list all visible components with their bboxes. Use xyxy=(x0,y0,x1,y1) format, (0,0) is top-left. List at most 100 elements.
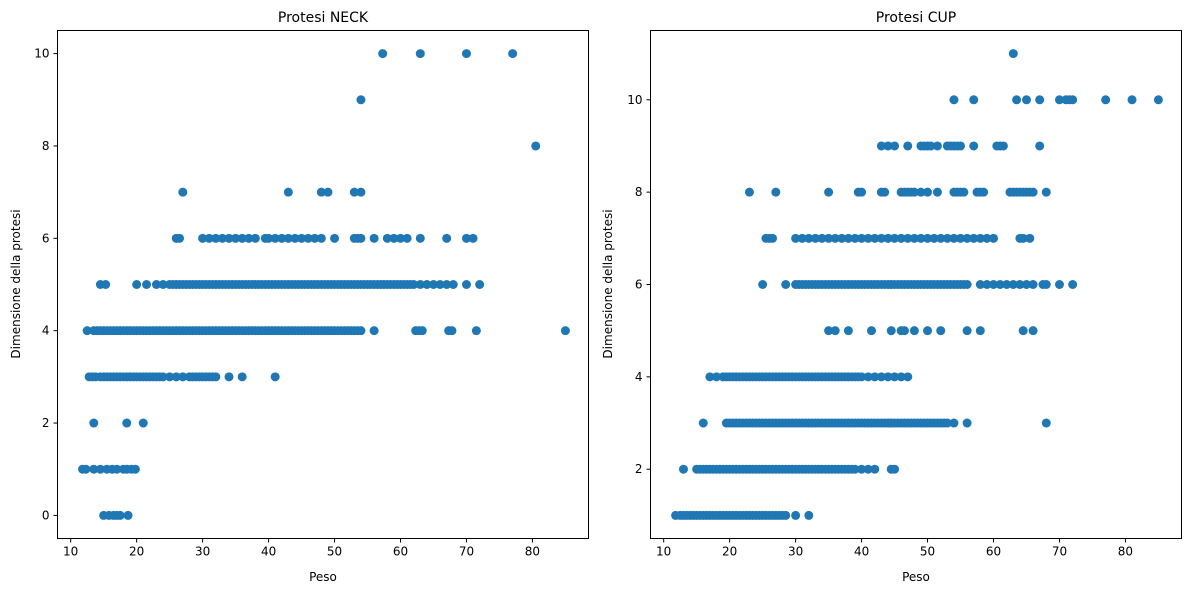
data-point xyxy=(1028,280,1038,289)
data-point xyxy=(1008,49,1018,59)
y-axis-label: Dimensione della protesi xyxy=(9,209,23,358)
data-point xyxy=(926,141,936,151)
x-tick-label: 50 xyxy=(920,545,935,559)
data-point xyxy=(382,233,392,243)
data-point xyxy=(1127,95,1137,105)
data-point xyxy=(876,141,886,151)
x-tick-label: 20 xyxy=(129,545,144,559)
data-point xyxy=(448,280,458,289)
y-tick-label: 10 xyxy=(34,47,49,61)
data-point xyxy=(1068,280,1078,289)
data-point xyxy=(962,326,972,336)
data-point xyxy=(531,141,541,151)
data-point xyxy=(880,187,890,197)
data-point xyxy=(870,233,880,243)
data-point xyxy=(297,233,307,243)
y-tick-label: 2 xyxy=(635,462,643,476)
data-point xyxy=(903,372,913,382)
data-point xyxy=(250,233,260,243)
data-point xyxy=(178,372,188,382)
data-point xyxy=(989,280,999,289)
data-point xyxy=(804,510,814,520)
data-point xyxy=(909,233,919,243)
x-tick-label: 60 xyxy=(393,545,408,559)
data-point xyxy=(316,187,326,197)
data-point xyxy=(1002,280,1012,289)
data-point xyxy=(886,326,896,336)
data-point xyxy=(810,233,820,243)
data-point xyxy=(428,280,438,289)
data-point xyxy=(270,372,280,382)
data-point xyxy=(396,233,406,243)
data-point xyxy=(830,326,840,336)
y-tick-label: 4 xyxy=(635,370,643,384)
data-point xyxy=(435,280,445,289)
data-point xyxy=(883,141,893,151)
data-point xyxy=(389,233,399,243)
data-point xyxy=(843,233,853,243)
data-point xyxy=(791,510,801,520)
data-point xyxy=(899,326,909,336)
data-point xyxy=(1028,326,1038,336)
data-point xyxy=(942,418,952,428)
data-point xyxy=(356,95,366,105)
x-tick-label: 20 xyxy=(722,545,737,559)
data-point xyxy=(1035,95,1045,105)
y-tick-label: 8 xyxy=(635,185,643,199)
data-point xyxy=(231,233,241,243)
data-point xyxy=(975,326,985,336)
data-point xyxy=(89,464,99,474)
y-tick-label: 2 xyxy=(42,416,50,430)
data-point xyxy=(804,233,814,243)
x-axis-ticks: 10 20 30 40 50 60 70 80 xyxy=(656,538,1133,559)
scatter-points xyxy=(671,49,1163,520)
data-point xyxy=(744,187,754,197)
data-point xyxy=(1018,326,1028,336)
data-point xyxy=(843,326,853,336)
data-point xyxy=(1153,95,1163,105)
data-point xyxy=(415,233,425,243)
data-point xyxy=(122,418,132,428)
data-point xyxy=(1054,95,1064,105)
data-point xyxy=(224,372,234,382)
x-axis-ticks: 10 20 30 40 50 60 70 80 xyxy=(63,538,540,559)
y-tick-label: 6 xyxy=(635,278,643,292)
y-tick-label: 4 xyxy=(42,324,50,338)
data-point xyxy=(982,280,992,289)
data-point xyxy=(158,280,168,289)
data-point xyxy=(237,233,247,243)
data-point xyxy=(936,233,946,243)
data-point xyxy=(781,510,791,520)
x-axis-label: Peso xyxy=(902,570,930,584)
data-point xyxy=(936,326,946,336)
data-point xyxy=(151,280,161,289)
y-tick-label: 8 xyxy=(42,139,50,153)
data-point xyxy=(283,187,293,197)
data-point xyxy=(890,141,900,151)
data-point xyxy=(178,187,188,197)
data-point xyxy=(89,418,99,428)
data-point xyxy=(290,233,300,243)
data-point xyxy=(1021,95,1031,105)
data-point xyxy=(870,464,880,474)
data-point xyxy=(81,464,91,474)
data-point xyxy=(979,187,989,197)
data-point xyxy=(942,233,952,243)
data-point xyxy=(378,49,388,59)
data-point xyxy=(850,233,860,243)
scatter-points xyxy=(78,49,570,520)
data-point xyxy=(1054,280,1064,289)
x-tick-label: 60 xyxy=(986,545,1001,559)
data-point xyxy=(224,233,234,243)
data-point xyxy=(277,233,287,243)
data-point xyxy=(356,187,366,197)
x-tick-label: 70 xyxy=(1052,545,1067,559)
data-point xyxy=(866,326,876,336)
data-point xyxy=(698,418,708,428)
data-point xyxy=(264,233,274,243)
data-point xyxy=(857,233,867,243)
data-point xyxy=(158,372,168,382)
data-point xyxy=(422,280,432,289)
chart-protesi-neck: 10 20 30 40 50 60 70 80 0 2 4 6 8 10 Protesi NECK Pe… xyxy=(9,10,589,584)
x-tick-label: 70 xyxy=(459,545,474,559)
